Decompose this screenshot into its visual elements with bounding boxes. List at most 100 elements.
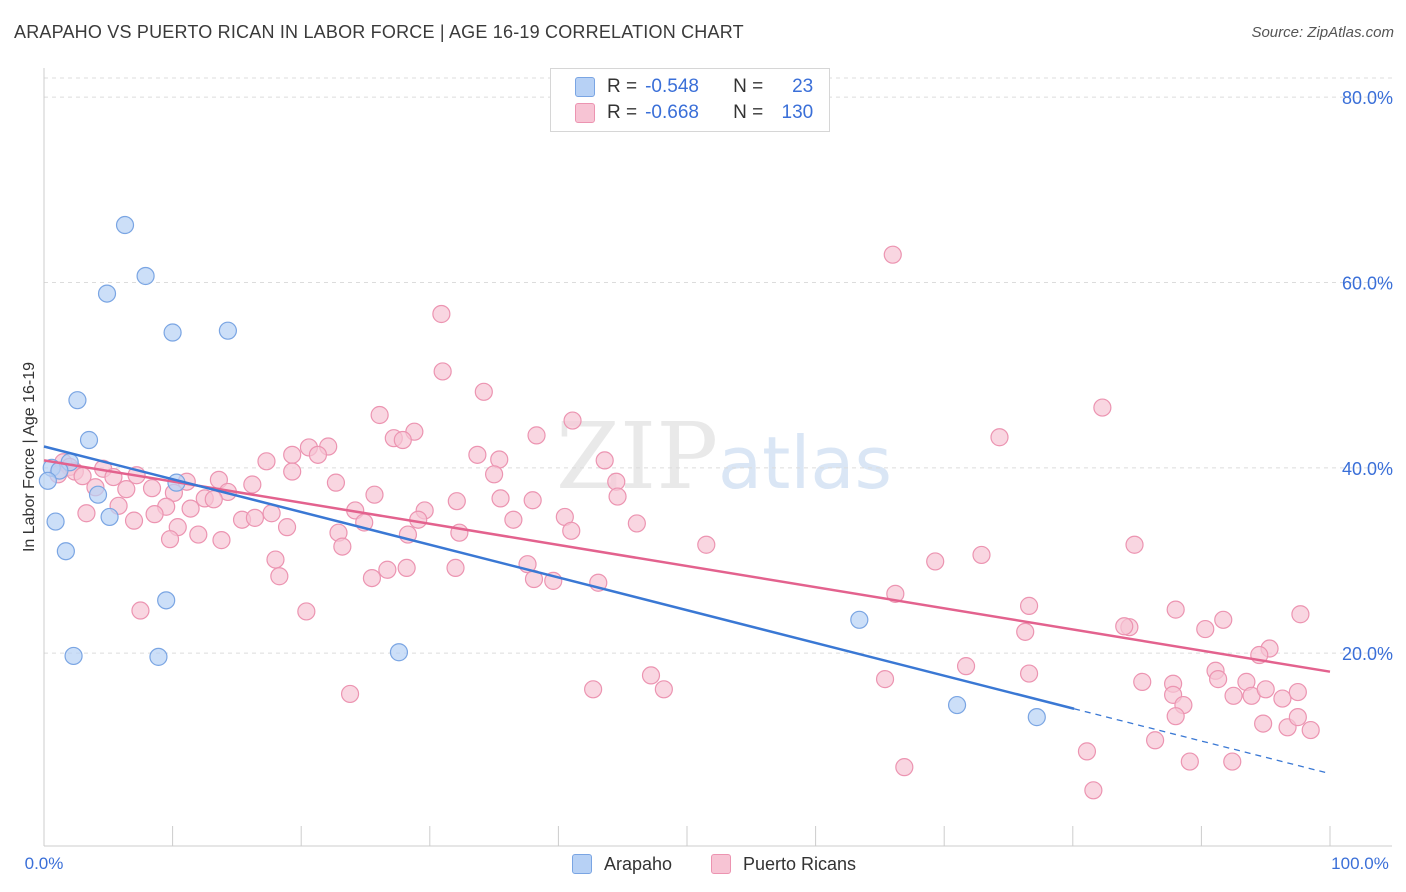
grid-lines [44, 77, 1392, 654]
puerto-ricans-point [283, 462, 302, 481]
puerto-ricans-point [875, 670, 895, 689]
puerto-ricans-point [277, 518, 297, 537]
arapaho-legend-swatch [572, 854, 592, 874]
puerto-ricans-point [956, 657, 976, 676]
puerto-ricans-point [485, 465, 504, 484]
puerto-ricans-point [378, 560, 397, 579]
arapaho-point [46, 512, 65, 531]
puerto-ricans-point [1180, 752, 1199, 771]
arapaho-point [163, 323, 182, 342]
puerto-ricans-point [131, 601, 150, 620]
r-value: -0.668 [645, 102, 699, 123]
puerto-ricans-point [297, 602, 316, 621]
puerto-ricans-point [1196, 619, 1215, 639]
axes [43, 68, 1392, 847]
y-tick-label: 60.0% [1342, 273, 1393, 293]
y-tick-label: 20.0% [1342, 644, 1393, 664]
puerto-ricans-swatch [575, 103, 595, 123]
puerto-ricans-point [1214, 610, 1233, 629]
puerto-ricans-point [491, 489, 510, 508]
arapaho-point [389, 643, 409, 662]
arapaho-point [947, 695, 967, 715]
watermark-atlas: atlas [718, 421, 892, 505]
puerto-ricans-point [563, 411, 582, 430]
puerto-ricans-trend-line [43, 459, 1331, 673]
puerto-ricans-point [433, 362, 452, 381]
legend-item-puerto-ricans[interactable]: Puerto Ricans [711, 852, 856, 876]
puerto-ricans-point [160, 530, 180, 549]
puerto-ricans-point [895, 758, 914, 777]
puerto-ricans-point [1019, 596, 1039, 615]
arapaho-point [1027, 708, 1046, 727]
puerto-ricans-point [654, 680, 673, 699]
puerto-ricans-point [1273, 689, 1292, 708]
r-label: R = [607, 76, 638, 97]
puerto-ricans-point [1125, 535, 1144, 554]
puerto-ricans-point [1224, 686, 1243, 705]
n-value: 130 [781, 102, 814, 123]
y-axis-label: In Labor Force | Age 16-19 [21, 362, 38, 552]
puerto-ricans-point [1084, 781, 1103, 800]
puerto-ricans-point [1256, 680, 1275, 699]
puerto-ricans-points [49, 245, 1320, 800]
puerto-ricans-point [326, 473, 346, 492]
puerto-ricans-point [397, 558, 416, 578]
puerto-ricans-point [447, 492, 466, 511]
stats-legend: R = -0.548 N = 23 R = -0.668 N = 130 [550, 68, 830, 132]
puerto-ricans-point [697, 535, 716, 554]
puerto-ricans-point [1133, 672, 1152, 691]
arapaho-point [100, 507, 119, 527]
puerto-ricans-point [1077, 742, 1097, 761]
puerto-ricans-point [1146, 731, 1165, 750]
chart-title: ARAPAHO VS PUERTO RICAN IN LABOR FORCE |… [14, 22, 744, 42]
puerto-ricans-point [370, 405, 389, 425]
puerto-ricans-point [117, 480, 136, 499]
puerto-ricans-point [270, 567, 289, 586]
watermark-zip: ZIP [556, 403, 718, 510]
puerto-ricans-point [1223, 752, 1242, 771]
legend-row-arapaho: R = -0.548 N = 23 [575, 75, 813, 99]
n-label: N = [733, 76, 764, 97]
puerto-ricans-point [1115, 617, 1134, 636]
puerto-ricans-point [333, 537, 352, 556]
arapaho-point [218, 321, 237, 340]
y-tick-label: 40.0% [1342, 459, 1393, 479]
arapaho-point [64, 646, 83, 666]
puerto-ricans-point [584, 680, 603, 699]
r-label: R = [607, 102, 638, 123]
arapaho-point [97, 284, 117, 303]
arapaho-point [149, 647, 168, 666]
puerto-ricans-legend-label: Puerto Ricans [743, 853, 857, 874]
puerto-ricans-point [562, 521, 581, 540]
y-tick-label: 80.0% [1342, 88, 1393, 108]
r-value: -0.548 [645, 76, 699, 97]
puerto-ricans-point [504, 510, 523, 529]
puerto-ricans-point [124, 511, 144, 530]
puerto-ricans-point [527, 426, 546, 445]
puerto-ricans-point [204, 490, 223, 509]
puerto-ricans-point [1093, 398, 1112, 417]
arapaho-point [56, 542, 75, 561]
puerto-ricans-point [1301, 720, 1320, 740]
puerto-ricans-point [340, 684, 360, 704]
puerto-ricans-point [262, 504, 281, 523]
puerto-ricans-point [1254, 714, 1273, 733]
puerto-ricans-point [1288, 682, 1307, 702]
arapaho-point [68, 391, 87, 410]
puerto-ricans-legend-swatch [711, 854, 731, 874]
puerto-ricans-point [243, 475, 262, 494]
x-tick-label-min: 0.0% [25, 854, 64, 873]
arapaho-trend-line [43, 445, 1075, 710]
puerto-ricans-point [990, 428, 1009, 447]
puerto-ricans-point [432, 304, 451, 324]
puerto-ricans-point [257, 452, 276, 471]
puerto-ricans-point [1019, 664, 1039, 683]
arapaho-point [88, 485, 108, 504]
arapaho-points [38, 215, 1046, 727]
puerto-ricans-point [641, 666, 661, 685]
legend-item-arapaho[interactable]: Arapaho [572, 852, 672, 876]
arapaho-point [115, 215, 135, 235]
puerto-ricans-point [627, 514, 646, 533]
puerto-ricans-point [77, 504, 96, 523]
